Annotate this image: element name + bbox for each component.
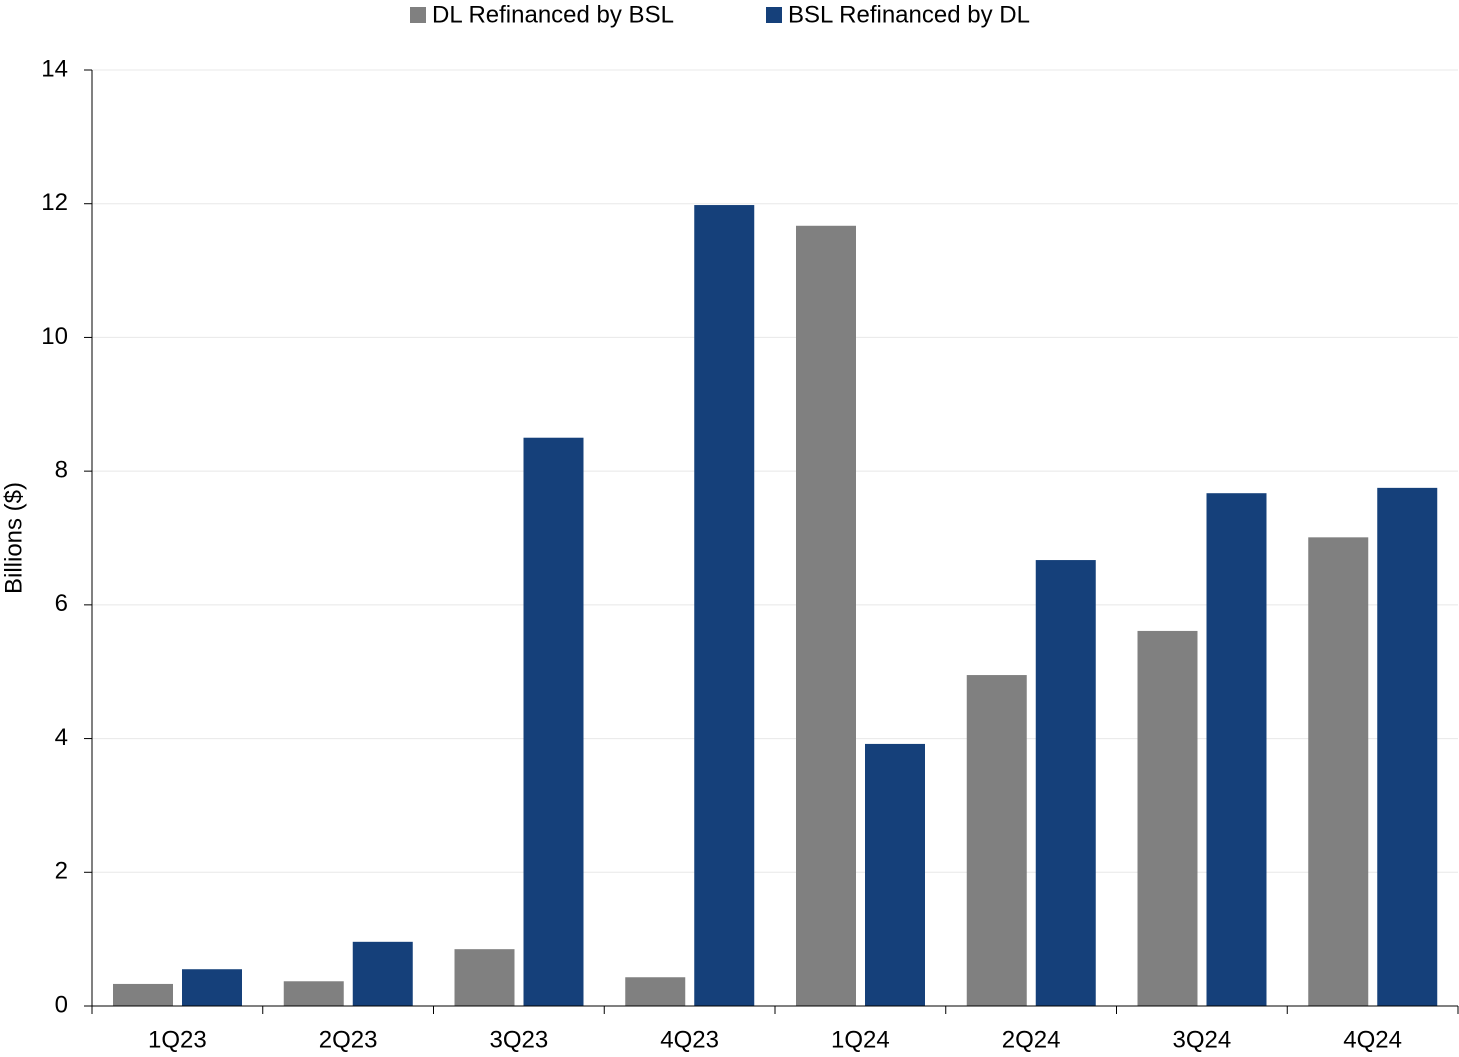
x-tick-label: 3Q24	[1173, 1026, 1232, 1053]
y-tick-label: 8	[55, 456, 68, 483]
y-tick-label: 2	[55, 858, 68, 885]
bar	[694, 205, 755, 1007]
bar	[1206, 493, 1267, 1007]
y-tick-label: 6	[55, 590, 68, 617]
bar	[865, 743, 925, 1006]
x-tick-label: 1Q24	[831, 1026, 890, 1053]
bar	[283, 981, 344, 1006]
bar	[1137, 630, 1198, 1006]
bar	[523, 437, 584, 1006]
y-tick-label: 14	[41, 55, 68, 82]
x-tick-label: 4Q24	[1343, 1026, 1402, 1053]
x-tick-label: 2Q23	[319, 1026, 378, 1053]
x-tick-label: 1Q23	[148, 1026, 207, 1053]
bar	[182, 969, 242, 1006]
y-tick-label: 0	[55, 991, 68, 1018]
x-tick-label: 4Q23	[660, 1026, 719, 1053]
bar	[625, 977, 686, 1006]
y-axis-label: Billions ($)	[0, 482, 27, 594]
bar	[352, 941, 413, 1006]
bar	[796, 225, 856, 1006]
bar	[1035, 560, 1096, 1006]
legend-swatch	[410, 7, 426, 23]
bar	[113, 983, 173, 1006]
y-tick-label: 10	[41, 323, 68, 350]
legend-label: BSL Refinanced by DL	[788, 1, 1030, 28]
legend-label: DL Refinanced by BSL	[432, 1, 674, 28]
x-tick-label: 2Q24	[1002, 1026, 1061, 1053]
legend-swatch	[766, 7, 782, 23]
x-tick-label: 3Q23	[490, 1026, 549, 1053]
bar	[966, 675, 1027, 1006]
bar	[1377, 487, 1438, 1006]
bar	[1308, 537, 1369, 1006]
bar	[454, 949, 515, 1006]
y-tick-label: 4	[55, 724, 68, 751]
y-tick-label: 12	[41, 189, 68, 216]
